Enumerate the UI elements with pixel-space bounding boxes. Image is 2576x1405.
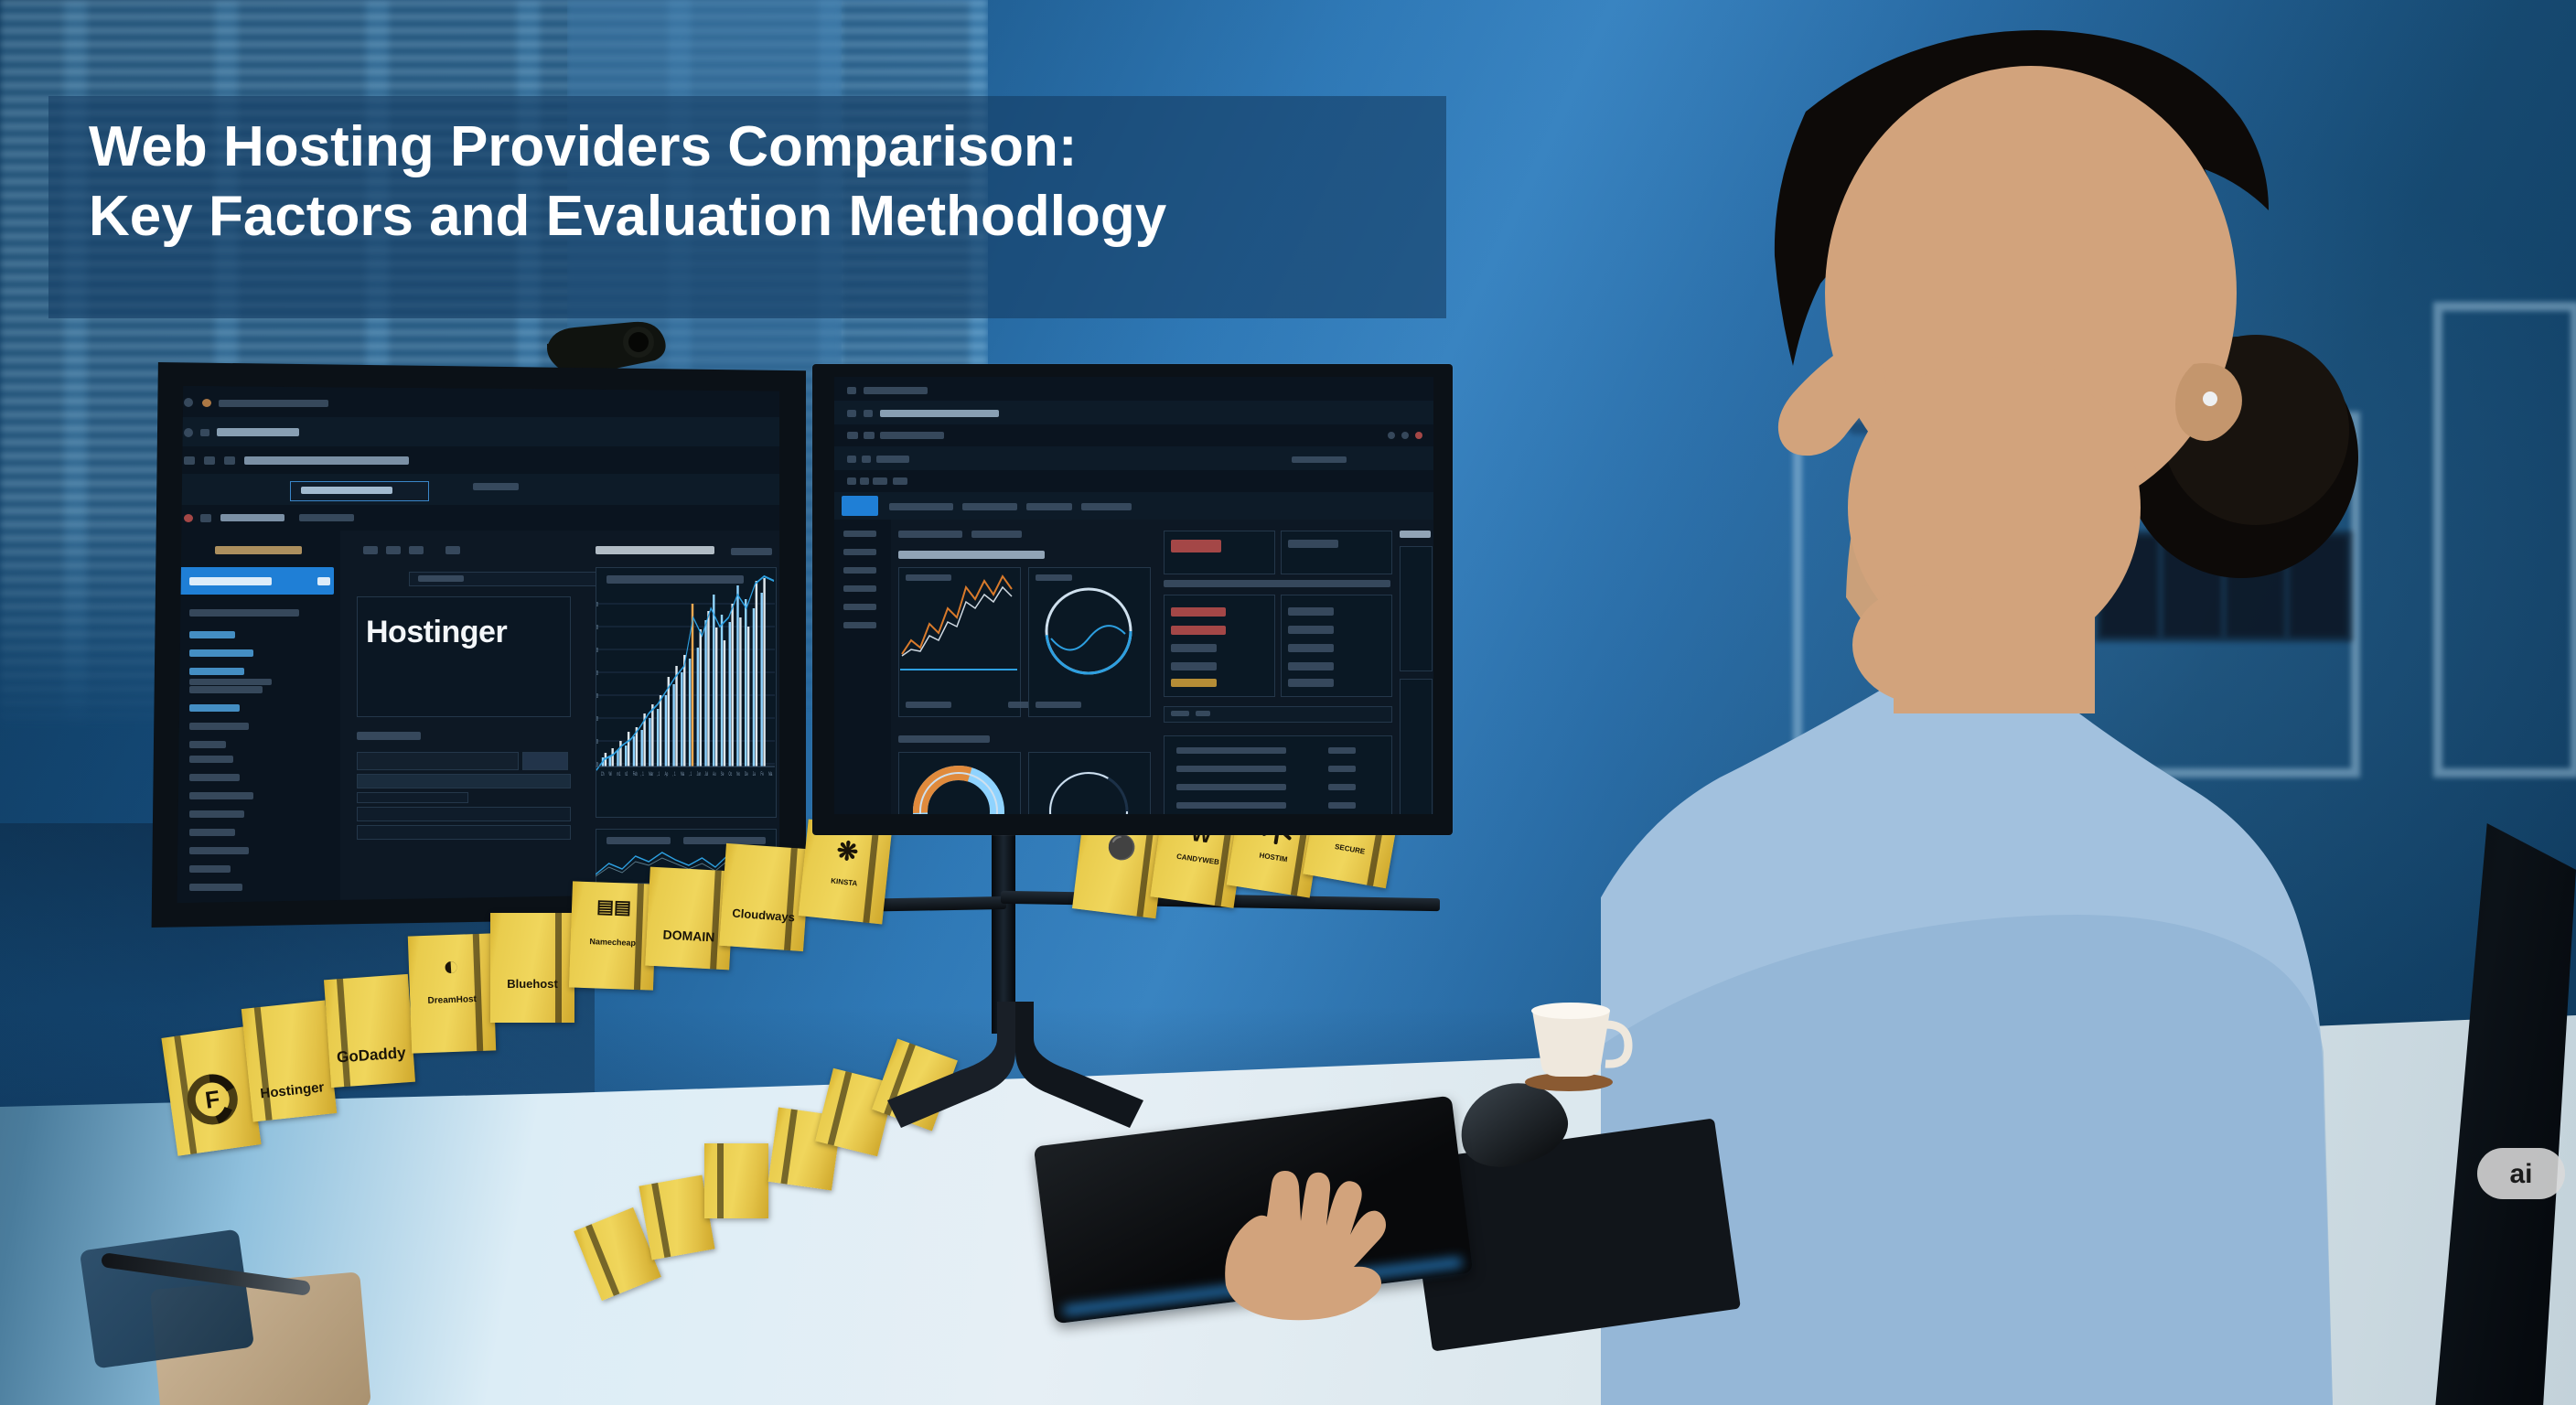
svg-text:Fe: Fe bbox=[760, 771, 764, 777]
svg-text:Jul: Jul bbox=[704, 771, 708, 777]
svg-text:No: No bbox=[736, 771, 740, 777]
svg-text:0: 0 bbox=[596, 648, 598, 655]
svg-text:0: 0 bbox=[596, 693, 598, 701]
svg-text:Ma: Ma bbox=[681, 771, 684, 777]
svg-text:Wi: Wi bbox=[609, 771, 612, 777]
svg-text:, 1: , 1 bbox=[657, 771, 660, 777]
svg-text:Se: Se bbox=[721, 771, 724, 777]
svg-text:Feb: Feb bbox=[633, 771, 638, 777]
svg-text:Jun: Jun bbox=[697, 771, 702, 777]
svg-text:De: De bbox=[745, 771, 748, 777]
svg-text:Oc: Oc bbox=[729, 771, 733, 777]
svg-text:Ma: Ma bbox=[768, 771, 772, 777]
svg-text:, 1: , 1 bbox=[689, 771, 692, 777]
svg-text:, 1: , 1 bbox=[640, 771, 643, 777]
svg-text:Ch: Ch bbox=[601, 771, 605, 777]
svg-text:0: 0 bbox=[596, 602, 598, 609]
svg-text:Ap: Ap bbox=[665, 771, 669, 777]
svg-text:0: 0 bbox=[596, 625, 598, 632]
svg-text:ai: ai bbox=[2509, 1159, 2532, 1189]
svg-text:0: 0 bbox=[596, 716, 598, 724]
svg-text:0: 0 bbox=[596, 739, 598, 746]
svg-text:m1: m1 bbox=[617, 771, 620, 777]
svg-text:n2: n2 bbox=[625, 771, 628, 777]
svg-text:F: F bbox=[203, 1085, 221, 1114]
svg-text:Mar: Mar bbox=[649, 771, 653, 777]
svg-text:0: 0 bbox=[596, 670, 598, 678]
svg-text:, 1: , 1 bbox=[672, 771, 675, 777]
svg-text:Ja: Ja bbox=[753, 771, 756, 777]
svg-text:Au: Au bbox=[713, 771, 716, 777]
